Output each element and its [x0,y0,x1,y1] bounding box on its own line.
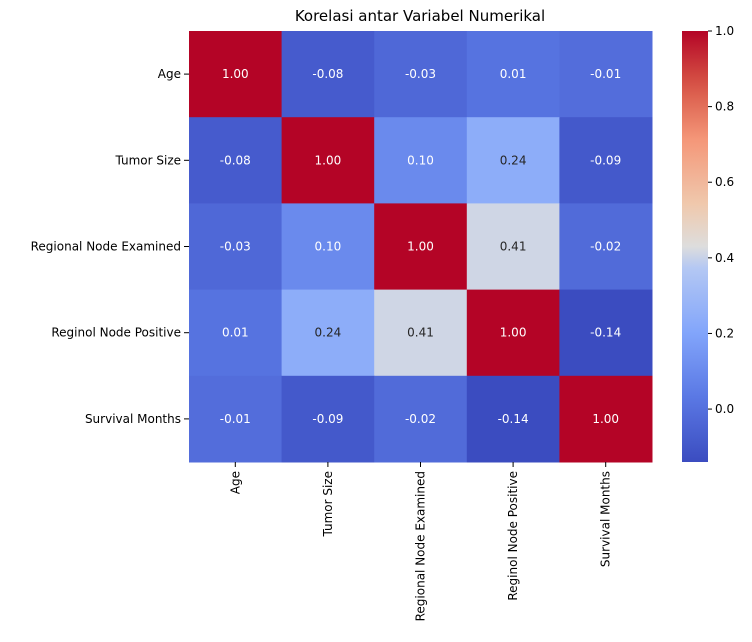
cell-value-label: -0.01 [220,412,251,426]
cell-value-label: -0.08 [312,67,343,81]
cell-value-label: 0.41 [500,240,527,254]
y-axis-labels: Age Tumor Size Regional Node Examined Regin… [31,67,189,426]
heatmap-cell-2-2 [374,203,468,291]
heatmap-cell-1-2 [374,117,468,204]
heatmap-cell-4-2 [374,375,468,463]
x-axis-labels: Age Tumor Size Regional Node Examined Regin… [228,462,613,621]
cell-value-label: -0.08 [220,153,251,167]
cell-value-label: 0.10 [315,240,342,254]
heatmap-cell-1-4 [559,117,653,204]
heatmap-cell-1-0 [189,117,283,204]
heatmap-cell-0-0 [189,31,283,118]
y-tick-label: Age [158,67,181,81]
colorbar-tick-label: 0.8 [715,100,734,114]
cell-value-label: -0.02 [405,412,436,426]
y-tick-label: Reginol Node Positive [51,326,181,340]
heatmap-cell-4-4 [559,375,653,463]
cell-value-label: -0.14 [590,326,621,340]
chart-title: Korelasi antar Variabel Numerikal [295,7,545,25]
heatmap-cell-4-3 [466,375,560,463]
heatmap-cell-0-1 [281,31,375,118]
heatmap-cell-2-3 [466,203,560,291]
cell-value-label: 1.00 [407,240,434,254]
x-tick-label: Survival Months [599,471,613,567]
cell-value-label: -0.03 [405,67,436,81]
cell-value-label: 0.01 [500,67,527,81]
heatmap-cell-3-0 [189,289,283,377]
heatmap-cell-0-4 [559,31,653,118]
heatmap-cell-1-3 [466,117,560,204]
colorbar: 0.0 0.2 0.4 0.6 0.8 1.0 [682,24,734,462]
heatmap-cell-0-3 [466,31,560,118]
cell-value-label: -0.02 [590,240,621,254]
colorbar-tick-label: 0.6 [715,175,734,189]
colorbar-gradient [682,31,708,462]
heatmap-cell-4-1 [281,375,375,463]
heatmap-cell-1-1 [281,117,375,204]
heatmap-cell-0-2 [374,31,468,118]
cell-value-label: 0.10 [407,153,434,167]
colorbar-tick-label: 0.4 [715,251,734,265]
colorbar-tick-label: 0.0 [715,402,734,416]
x-tick-label: Tumor Size [321,471,335,538]
y-tick-label: Survival Months [85,412,181,426]
cell-value-label: -0.01 [590,67,621,81]
x-tick-label: Age [228,471,242,494]
cell-value-label: 0.24 [500,153,527,167]
y-tick-label: Tumor Size [114,153,181,167]
heatmap-cell-3-2 [374,289,468,377]
colorbar-tick-label: 1.0 [715,24,734,38]
heatmap-cell-2-1 [281,203,375,291]
cell-value-label: 1.00 [500,326,527,340]
heatmap-cells: 1.00 -0.08 -0.03 0.01 -0.01 -0.08 1.00 0.10 0.24… [189,31,653,463]
heatmap-cell-2-4 [559,203,653,291]
cell-value-label: -0.09 [312,412,343,426]
cell-value-label: 0.41 [407,326,434,340]
heatmap-cell-2-0 [189,203,283,291]
cell-value-label: 1.00 [315,153,342,167]
y-tick-label: Regional Node Examined [31,240,181,254]
cell-value-label: -0.03 [220,240,251,254]
heatmap-cell-3-3 [466,289,560,377]
heatmap-cell-4-0 [189,375,283,463]
x-tick-label: Reginol Node Positive [506,471,520,601]
cell-value-label: 1.00 [592,412,619,426]
heatmap-cell-3-4 [559,289,653,377]
cell-value-label: -0.14 [498,412,529,426]
colorbar-tick-label: 0.2 [715,326,734,340]
cell-value-label: 1.00 [222,67,249,81]
heatmap-cell-3-1 [281,289,375,377]
cell-value-label: 0.24 [315,326,342,340]
cell-value-label: 0.01 [222,326,249,340]
x-tick-label: Regional Node Examined [414,471,428,621]
cell-value-label: -0.09 [590,153,621,167]
